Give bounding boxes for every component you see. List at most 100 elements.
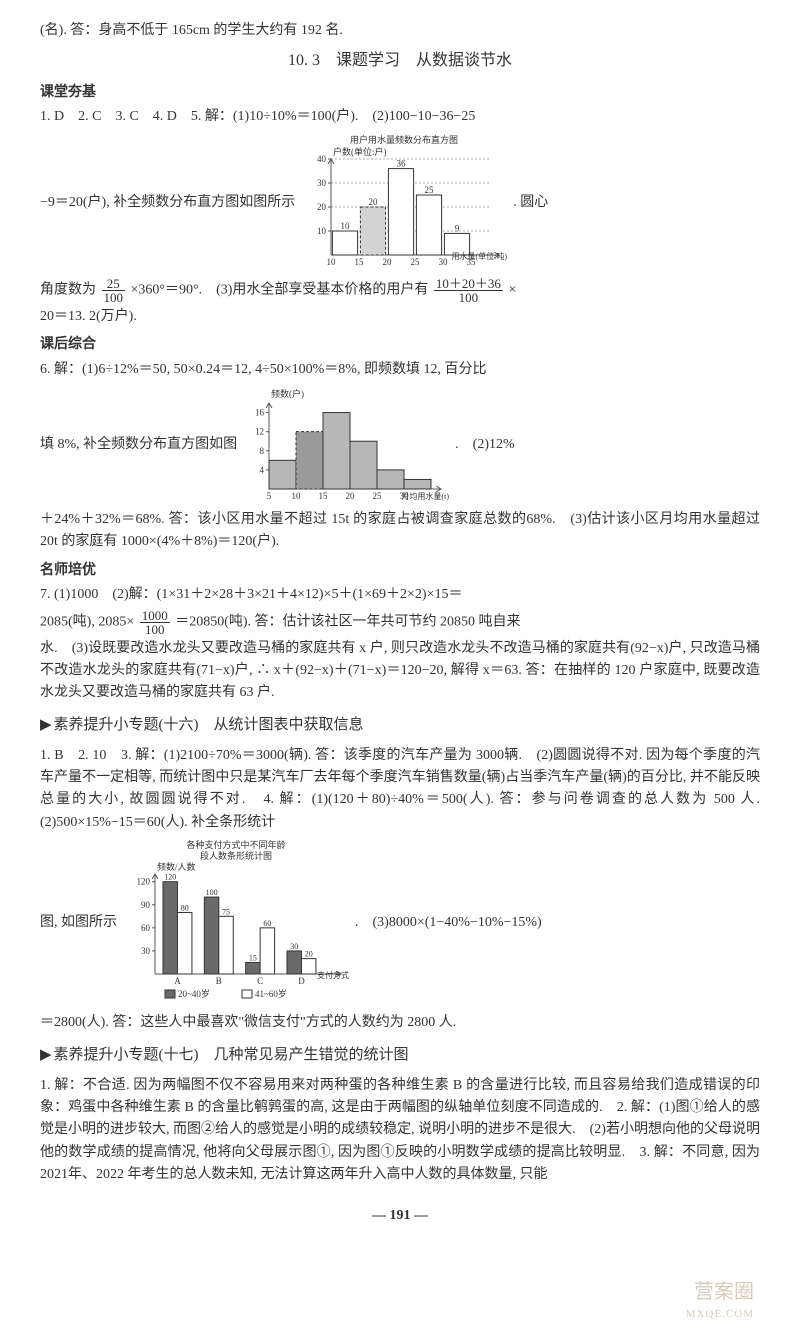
svg-text:20: 20	[317, 202, 327, 212]
kehou-line1: 6. 解：(1)6÷12%＝50, 50×0.24＝12, 4÷50×100%＝…	[40, 359, 760, 381]
svg-text:频数/人数: 频数/人数	[157, 861, 196, 872]
svg-text:20: 20	[369, 197, 379, 207]
svg-text:10: 10	[292, 491, 302, 501]
frac-num: 1000	[140, 609, 170, 623]
topic16-line1: 1. B 2. 10 3. 解：(1)2100÷70%＝3000(辆). 答：该…	[40, 745, 760, 835]
ketang-inline-after: . 圆心	[513, 192, 548, 214]
section-ketang: 课堂夯基	[40, 80, 760, 102]
topic16-line3: ＝2800(人). 答：这些人中最喜欢"微信支付"方式的人数约为 2800 人.	[40, 1012, 760, 1034]
svg-text:12: 12	[255, 427, 264, 437]
top-note: (名). 答：身高不低于 165cm 的学生大约有 192 名.	[40, 20, 760, 42]
svg-text:10: 10	[327, 257, 337, 267]
svg-text:8: 8	[260, 446, 265, 456]
svg-text:10: 10	[317, 226, 327, 236]
topic17-body: 1. 解：不合适. 因为两幅图不仅不容易用来对两种蛋的各种维生素 B 的含量进行…	[40, 1075, 760, 1187]
svg-text:月均用水量(t): 月均用水量(t)	[402, 491, 450, 501]
svg-text:25: 25	[425, 185, 435, 195]
svg-text:60: 60	[141, 923, 151, 933]
svg-text:5: 5	[267, 491, 272, 501]
svg-text:80: 80	[181, 904, 189, 913]
topic16-header: 素养提升小专题(十六) 从统计图表中获取信息	[40, 713, 760, 737]
svg-text:9: 9	[455, 223, 460, 233]
svg-text:60: 60	[263, 919, 271, 928]
chart3-box: 各种支付方式中不同年龄段人数条形统计图频数/人数 30 60 90 120 120 80 A 1…	[121, 838, 351, 1008]
chart2-svg: 频数(户)48121651015202530月均用水量(t)	[241, 385, 451, 505]
topic16-inline-after: . (3)8000×(1−40%−10%−15%)	[355, 912, 542, 934]
svg-text:25: 25	[411, 257, 421, 267]
svg-text:用水量(单位:吨): 用水量(单位:吨)	[452, 251, 508, 261]
topic17-header: 素养提升小专题(十七) 几种常见易产生错觉的统计图	[40, 1043, 760, 1067]
watermark-sub: MXQE.COM	[686, 1306, 754, 1324]
frac-den: 100	[434, 291, 503, 304]
svg-text:各种支付方式中不同年龄: 各种支付方式中不同年龄	[186, 839, 285, 850]
svg-text:10: 10	[341, 221, 351, 231]
mingshi-line3: 水. (3)设既要改造水龙头又要改造马桶的家庭共有 x 户, 则只改造水龙头不改…	[40, 638, 760, 705]
svg-text:30: 30	[290, 942, 298, 951]
svg-text:16: 16	[255, 407, 265, 417]
chart3-svg: 各种支付方式中不同年龄段人数条形统计图频数/人数 30 60 90 120 120 80 A 1…	[121, 838, 351, 1008]
watermark: 营案圈	[694, 1276, 754, 1308]
svg-text:B: B	[216, 976, 222, 986]
svg-text:A: A	[174, 976, 181, 986]
mingshi-line2-b: ＝20850(吨). 答：估计该社区一年共可节约 20850 吨自来	[175, 614, 520, 629]
svg-text:20~40岁: 20~40岁	[178, 988, 210, 999]
kehou-line3: ＋24%＋32%＝68%. 答：该小区用水量不超过 15t 的家庭占被调查家庭总…	[40, 509, 760, 554]
ketang-line3: 角度数为 25 100 ×360°＝90°. (3)用水全部享受基本价格的用户有…	[40, 277, 760, 304]
topic16-inline-before: 图, 如图所示	[40, 912, 117, 934]
svg-text:41~60岁: 41~60岁	[255, 988, 287, 999]
svg-text:75: 75	[222, 908, 230, 917]
svg-text:25: 25	[373, 491, 383, 501]
section-kehou: 课后综合	[40, 332, 760, 354]
kehou-inline-row: 填 8%, 补全频数分布直方图如图 频数(户)48121651015202530…	[40, 385, 760, 505]
svg-text:15: 15	[319, 491, 329, 501]
svg-text:36: 36	[397, 158, 407, 168]
mingshi-line2: 2085(吨), 2085× 1000 100 ＝20850(吨). 答：估计该…	[40, 609, 760, 636]
frac-den: 100	[102, 291, 126, 304]
svg-text:D: D	[298, 976, 305, 986]
svg-text:40: 40	[317, 154, 327, 164]
ketang-line3-c: ×	[508, 282, 516, 297]
mingshi-line1: 7. (1)1000 (2)解：(1×31＋2×28＋3×21＋4×12)×5＋…	[40, 584, 760, 606]
svg-text:100: 100	[206, 888, 218, 897]
topic16-inline-row: 图, 如图所示 各种支付方式中不同年龄段人数条形统计图频数/人数 30 60 90 12…	[40, 838, 760, 1008]
svg-text:15: 15	[249, 954, 257, 963]
frac-num: 10＋20＋36	[434, 277, 503, 291]
frac-25-100: 25 100	[102, 277, 126, 304]
ketang-line1: 1. D 2. C 3. C 4. D 5. 解：(1)10÷10%＝100(户…	[40, 106, 760, 128]
frac-num: 25	[102, 277, 126, 291]
chart1-svg: 用户用水量频数分布直方图户数(单位:户) 10 20 30 40 10 20 36 25 9 10 1…	[299, 133, 509, 273]
svg-text:30: 30	[141, 946, 151, 956]
mingshi-line2-a: 2085(吨), 2085×	[40, 614, 134, 629]
ketang-line3-b: ×360°＝90°. (3)用水全部享受基本价格的用户有	[131, 282, 429, 297]
svg-text:30: 30	[317, 178, 327, 188]
svg-text:20: 20	[346, 491, 356, 501]
svg-text:C: C	[257, 976, 263, 986]
lesson-header: 10. 3 课题学习 从数据谈节水	[40, 48, 760, 74]
kehou-inline-before: 填 8%, 补全频数分布直方图如图	[40, 434, 237, 456]
svg-text:20: 20	[305, 950, 313, 959]
kehou-inline-after: . (2)12%	[455, 434, 515, 456]
svg-text:90: 90	[141, 900, 151, 910]
svg-text:120: 120	[164, 873, 176, 882]
svg-text:频数(户): 频数(户)	[271, 388, 304, 399]
svg-text:20: 20	[383, 257, 393, 267]
ketang-inline-row: −9＝20(户), 补全频数分布直方图如图所示 用户用水量频数分布直方图户数(单…	[40, 133, 760, 273]
svg-text:支付方式: 支付方式	[317, 970, 349, 980]
frac-10-20-36: 10＋20＋36 100	[434, 277, 503, 304]
page-number: — 191 —	[40, 1205, 760, 1227]
chart1-box: 用户用水量频数分布直方图户数(单位:户) 10 20 30 40 10 20 36 25 9 10 1…	[299, 133, 509, 273]
ketang-line3-a: 角度数为	[40, 282, 96, 297]
frac-den: 100	[140, 623, 170, 636]
svg-text:户数(单位:户): 户数(单位:户)	[333, 146, 387, 157]
svg-text:15: 15	[355, 257, 365, 267]
ketang-inline-before: −9＝20(户), 补全频数分布直方图如图所示	[40, 192, 295, 214]
svg-text:段人数条形统计图: 段人数条形统计图	[200, 850, 272, 861]
svg-text:4: 4	[260, 465, 265, 475]
svg-text:30: 30	[439, 257, 449, 267]
section-mingshi: 名师培优	[40, 558, 760, 580]
frac-1000-100: 1000 100	[140, 609, 170, 636]
chart2-box: 频数(户)48121651015202530月均用水量(t)	[241, 385, 451, 505]
ketang-line4: 20＝13. 2(万户).	[40, 306, 760, 328]
svg-text:120: 120	[137, 877, 151, 887]
svg-text:用户用水量频数分布直方图: 用户用水量频数分布直方图	[350, 134, 458, 145]
